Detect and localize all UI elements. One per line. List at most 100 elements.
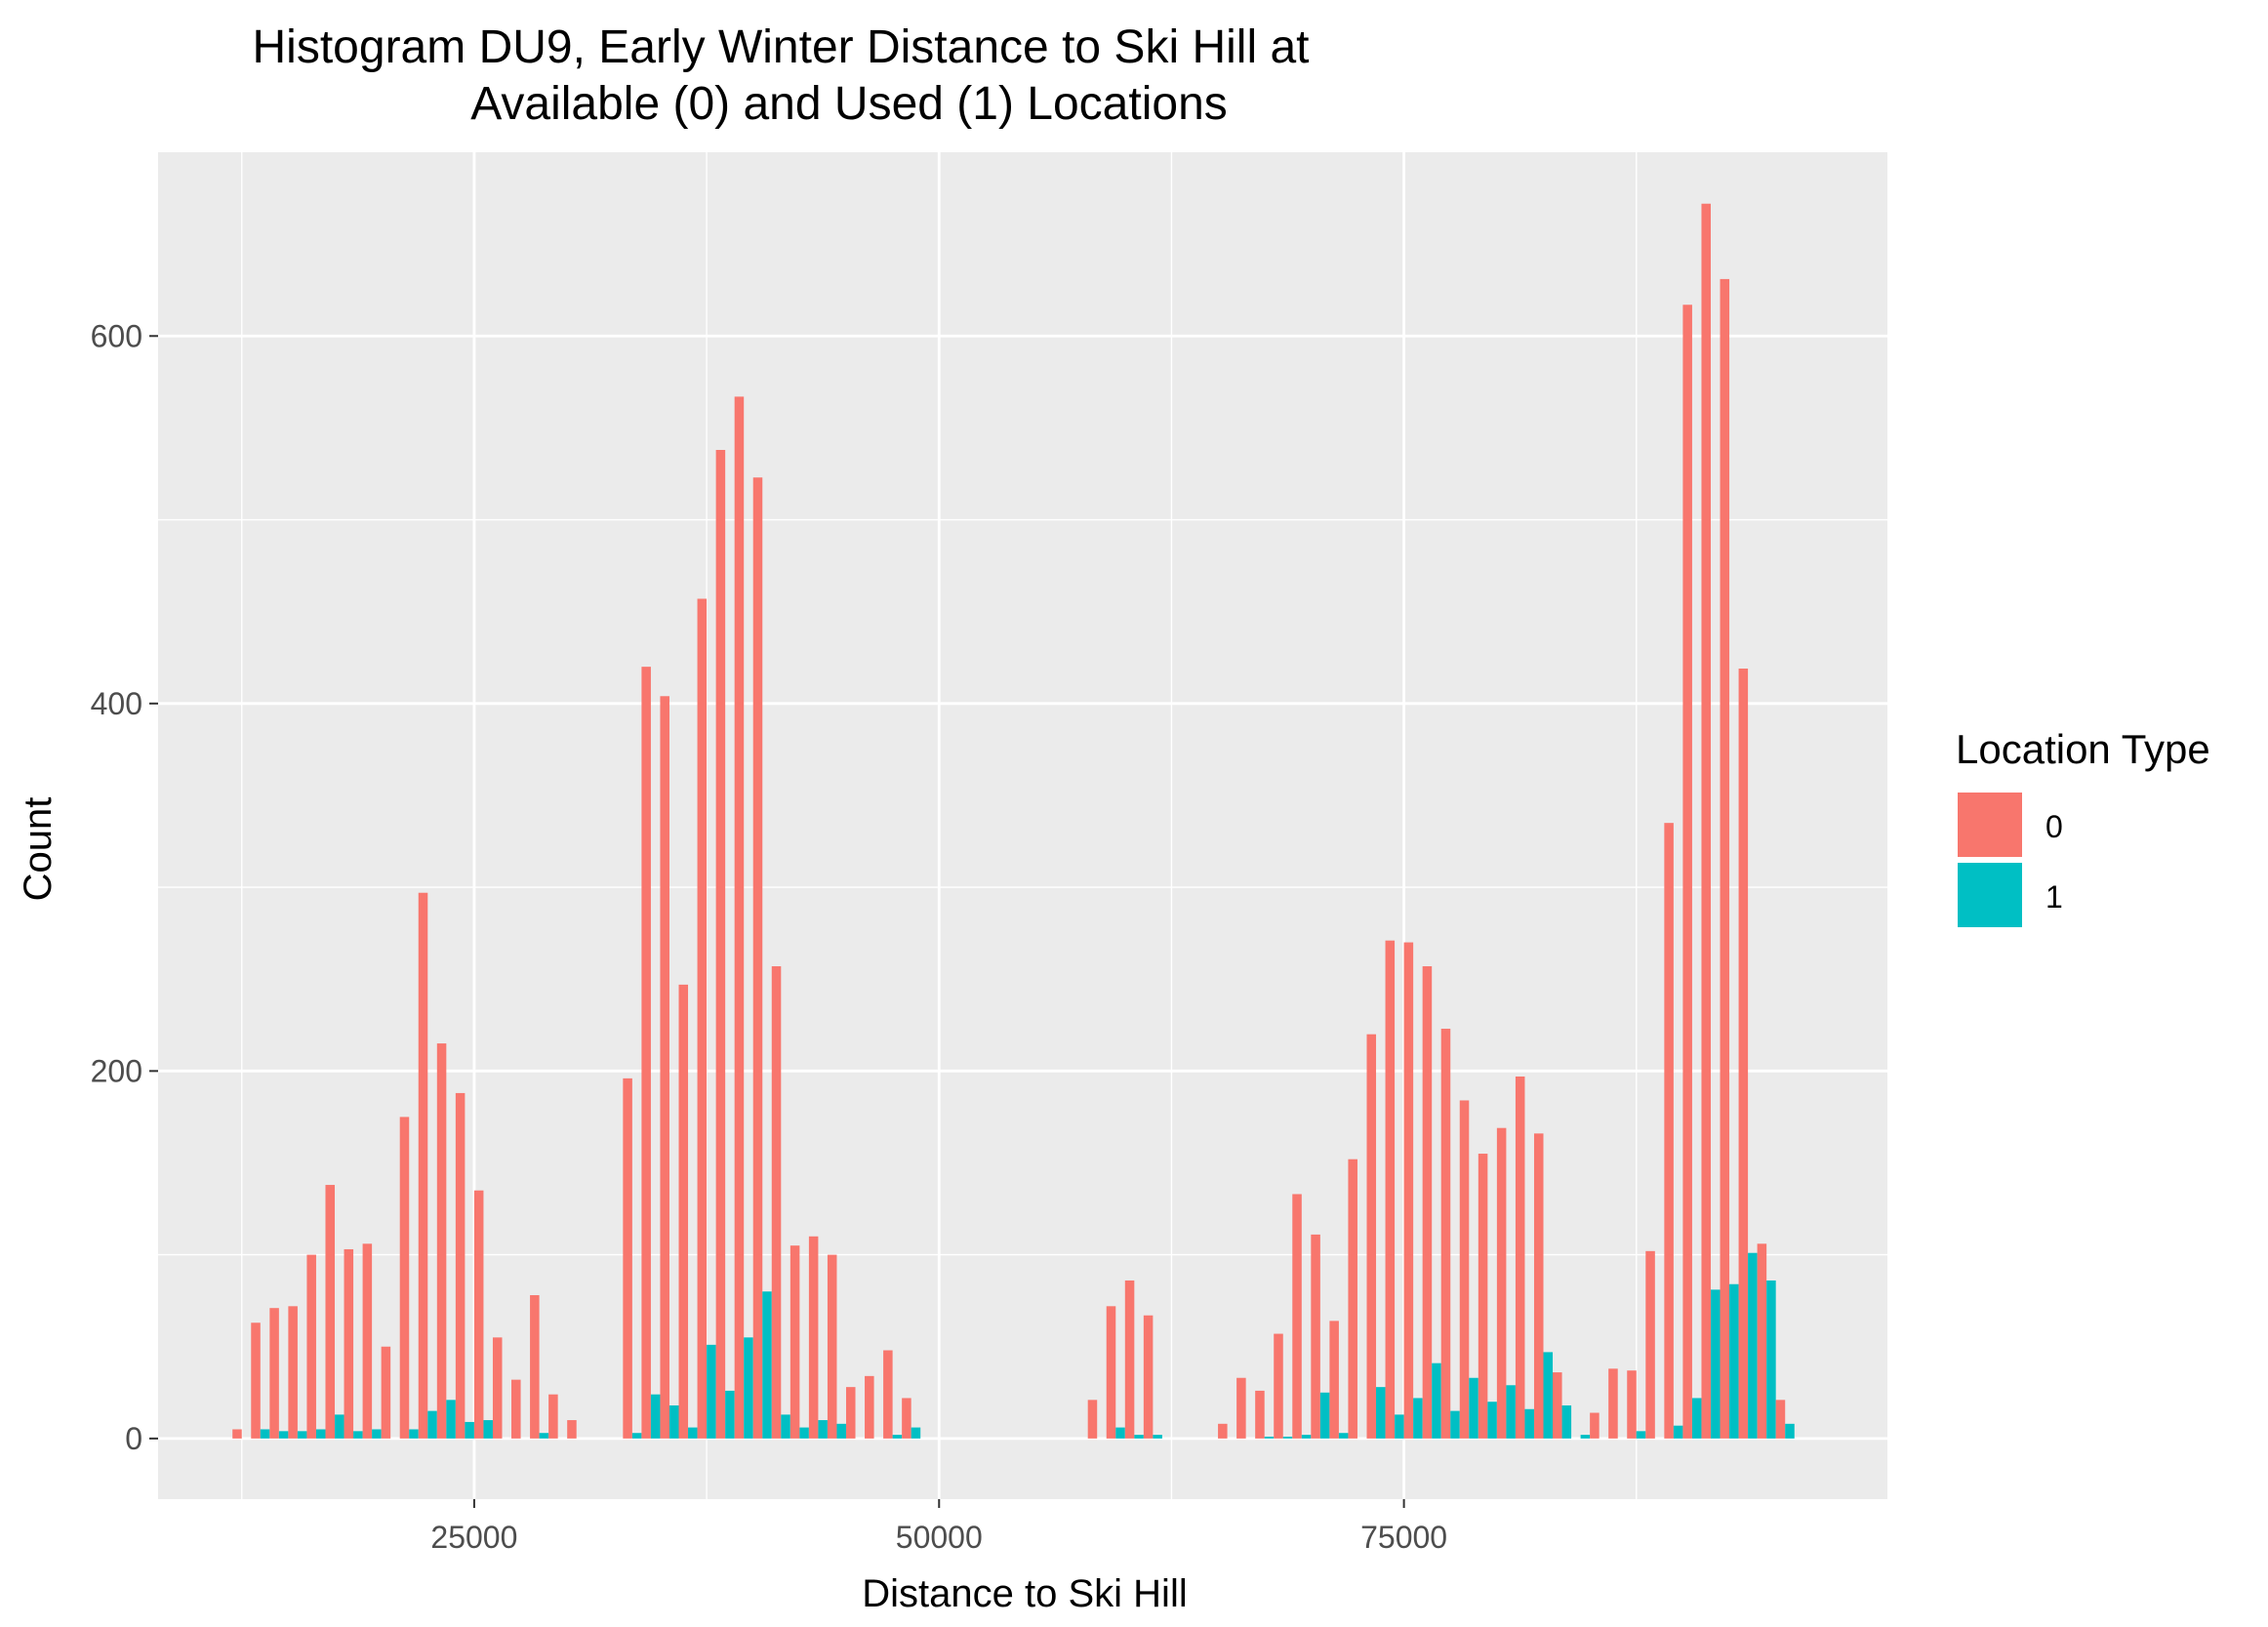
bar-series-0 bbox=[473, 1190, 484, 1439]
bar-series-0 bbox=[325, 1185, 336, 1439]
bar-series-0 bbox=[1720, 278, 1730, 1439]
x-tick-label: 50000 bbox=[896, 1520, 983, 1555]
y-tick-label: 0 bbox=[125, 1421, 142, 1456]
bar-series-1 bbox=[483, 1420, 493, 1439]
bar-series-0 bbox=[1608, 1368, 1618, 1439]
bar-series-1 bbox=[1580, 1435, 1591, 1439]
bar-series-1 bbox=[427, 1410, 437, 1439]
bar-series-0 bbox=[288, 1306, 298, 1439]
bar-series-1 bbox=[372, 1429, 382, 1439]
bar-series-1 bbox=[1395, 1414, 1404, 1439]
bar-series-0 bbox=[808, 1236, 819, 1439]
bar-series-0 bbox=[1218, 1423, 1228, 1439]
bar-series-1 bbox=[1673, 1425, 1683, 1439]
bar-series-0 bbox=[1627, 1370, 1637, 1439]
bar-series-0 bbox=[641, 667, 651, 1439]
bar-series-1 bbox=[725, 1390, 735, 1439]
bar-series-1 bbox=[1524, 1408, 1534, 1439]
bar-series-0 bbox=[1478, 1154, 1488, 1439]
bar-series-0 bbox=[1087, 1400, 1098, 1439]
bar-series-1 bbox=[1487, 1402, 1497, 1439]
bar-series-0 bbox=[1274, 1333, 1283, 1439]
bar-series-0 bbox=[232, 1429, 242, 1439]
bar-series-1 bbox=[1636, 1431, 1646, 1439]
bar-series-0 bbox=[902, 1398, 911, 1439]
bar-series-1 bbox=[1561, 1404, 1572, 1439]
bar-series-1 bbox=[1748, 1252, 1758, 1439]
bar-series-1 bbox=[335, 1414, 344, 1439]
x-axis-label: Distance to Ski Hill bbox=[862, 1572, 1187, 1615]
bar-series-0 bbox=[827, 1254, 837, 1439]
bar-series-0 bbox=[790, 1245, 800, 1439]
bar-series-0 bbox=[1553, 1372, 1562, 1439]
bar-series-0 bbox=[344, 1248, 354, 1439]
x-tick-label: 75000 bbox=[1360, 1520, 1447, 1555]
bar-series-0 bbox=[771, 966, 782, 1439]
bar-series-0 bbox=[678, 984, 689, 1439]
bar-series-1 bbox=[1432, 1363, 1441, 1439]
bar-series-0 bbox=[1459, 1100, 1470, 1439]
bar-series-1 bbox=[1301, 1435, 1312, 1439]
chart-title-line-2: Available (0) and Used (1) Locations bbox=[470, 78, 1228, 130]
chart-title: Histogram DU9, Early Winter Distance to … bbox=[253, 21, 1310, 130]
bar-series-0 bbox=[511, 1379, 521, 1439]
bar-series-0 bbox=[1701, 203, 1711, 1439]
bar-series-0 bbox=[399, 1117, 410, 1439]
bar-series-0 bbox=[883, 1350, 893, 1439]
bar-series-0 bbox=[1124, 1280, 1135, 1439]
bar-series-0 bbox=[1366, 1034, 1377, 1439]
bar-series-0 bbox=[752, 477, 763, 1439]
bar-series-1 bbox=[1413, 1398, 1423, 1439]
y-axis-label: Count bbox=[17, 797, 60, 902]
legend-key-1 bbox=[1958, 863, 2022, 927]
x-tick-label: 25000 bbox=[430, 1520, 517, 1555]
bar-series-1 bbox=[446, 1400, 456, 1439]
legend: Location Type 0 1 bbox=[1956, 726, 2210, 927]
bar-series-0 bbox=[1440, 1029, 1451, 1439]
bar-series-1 bbox=[297, 1431, 307, 1439]
bar-series-1 bbox=[744, 1337, 753, 1439]
bar-series-0 bbox=[548, 1394, 558, 1439]
bar-series-0 bbox=[418, 892, 428, 1439]
bar-series-0 bbox=[436, 1043, 447, 1439]
bar-series-0 bbox=[1385, 940, 1396, 1439]
legend-title: Location Type bbox=[1956, 726, 2210, 772]
bar-series-0 bbox=[455, 1092, 466, 1439]
bar-series-1 bbox=[539, 1433, 549, 1439]
bar-series-1 bbox=[892, 1435, 903, 1439]
bar-series-0 bbox=[269, 1308, 279, 1439]
bar-series-0 bbox=[381, 1346, 391, 1439]
bar-series-0 bbox=[845, 1387, 856, 1439]
bar-series-1 bbox=[315, 1429, 326, 1439]
bar-series-1 bbox=[1785, 1423, 1795, 1439]
legend-label-1: 1 bbox=[2045, 879, 2063, 915]
bar-series-1 bbox=[1338, 1433, 1349, 1439]
bar-series-1 bbox=[1766, 1280, 1776, 1439]
plot-panel bbox=[158, 152, 1887, 1499]
bar-series-1 bbox=[1450, 1410, 1460, 1439]
bar-series-1 bbox=[1710, 1289, 1721, 1439]
legend-key-0 bbox=[1958, 793, 2022, 857]
bar-series-0 bbox=[1757, 1243, 1767, 1439]
bar-series-1 bbox=[762, 1291, 772, 1439]
y-tick-label: 400 bbox=[91, 686, 142, 721]
bar-series-1 bbox=[631, 1433, 642, 1439]
bar-series-0 bbox=[492, 1337, 503, 1439]
y-tick-label: 600 bbox=[91, 318, 142, 353]
bar-series-0 bbox=[734, 396, 745, 1439]
legend-label-0: 0 bbox=[2045, 809, 2063, 844]
bar-series-0 bbox=[1682, 305, 1692, 1439]
bar-series-1 bbox=[1115, 1427, 1125, 1439]
bar-series-0 bbox=[1533, 1133, 1544, 1439]
chart-title-line-1: Histogram DU9, Early Winter Distance to … bbox=[253, 21, 1310, 73]
bar-series-0 bbox=[251, 1322, 261, 1439]
bar-series-1 bbox=[668, 1404, 679, 1439]
bar-series-1 bbox=[278, 1431, 289, 1439]
bar-series-0 bbox=[1515, 1076, 1525, 1439]
bar-series-0 bbox=[1255, 1390, 1265, 1439]
bar-series-0 bbox=[306, 1254, 316, 1439]
bar-series-1 bbox=[465, 1421, 474, 1439]
bar-series-0 bbox=[1422, 966, 1433, 1439]
bar-series-1 bbox=[818, 1420, 828, 1439]
